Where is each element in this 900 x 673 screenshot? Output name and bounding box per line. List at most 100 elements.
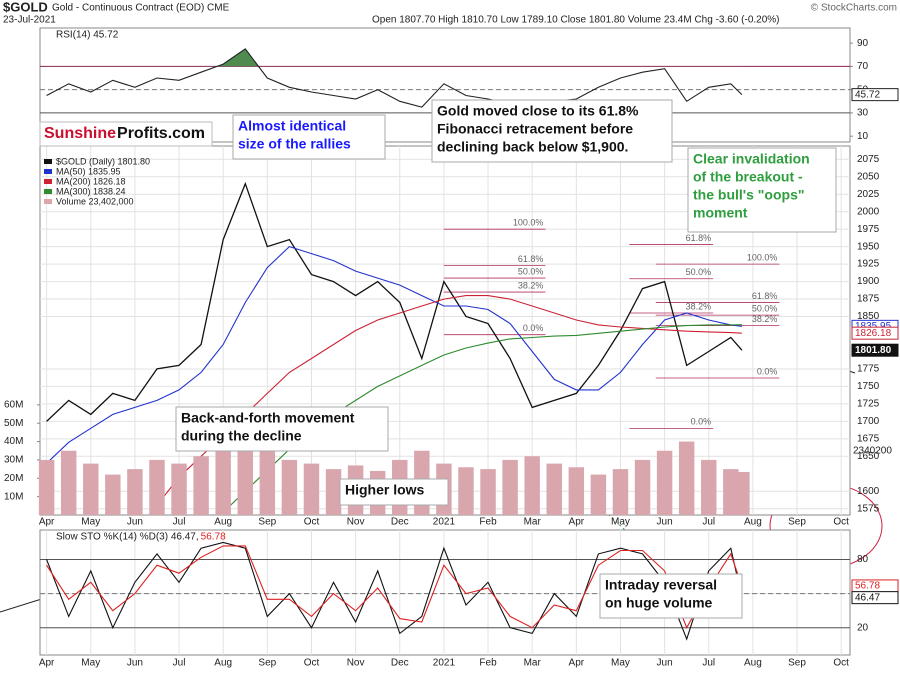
annotation-box — [599, 573, 743, 619]
x-tick-label: Apr — [569, 658, 585, 669]
x-tick-label: Sep — [258, 517, 276, 528]
volume-bar — [734, 472, 750, 515]
y-tick-label: 30 — [857, 108, 869, 119]
x-tick-label: Mar — [524, 658, 542, 669]
volume-bar — [105, 474, 121, 515]
volume-bar — [303, 463, 320, 515]
volume-bar — [480, 469, 496, 515]
annotation-box — [687, 147, 837, 233]
x-tick-label: Feb — [479, 517, 497, 528]
volume-bar — [127, 469, 143, 515]
legend-swatch — [44, 179, 52, 184]
x-tick-label: Aug — [744, 658, 762, 669]
annotation-text: during the decline — [181, 428, 302, 444]
annotation-text: on huge volume — [605, 595, 713, 611]
y-tick-label: 1575 — [857, 503, 880, 514]
y-tick-label: 1975 — [857, 224, 880, 235]
y-tick-label: 10 — [857, 131, 869, 142]
series-line — [46, 245, 742, 464]
x-tick-label: Dec — [391, 517, 409, 528]
x-tick-label: Oct — [304, 658, 320, 669]
x-tick-label: Nov — [347, 517, 365, 528]
y-tick-label: 1950 — [857, 241, 880, 252]
annotation-box — [232, 114, 386, 160]
x-tick-label: May — [81, 517, 100, 528]
fib-label: 50.0% — [686, 267, 712, 277]
series-line — [46, 181, 743, 422]
panel-title: Slow STO %K(14) %D(3) 46.47, — [56, 532, 199, 543]
volume-bar — [83, 463, 99, 515]
x-tick-label: Apr — [569, 517, 585, 528]
value-tag — [851, 591, 899, 605]
annotation-text: Back-and-forth movement — [181, 410, 355, 426]
x-tick-label: May — [611, 658, 630, 669]
x-tick-label: Mar — [524, 517, 542, 528]
value-tag — [851, 88, 899, 102]
volume-bar — [458, 467, 474, 515]
x-tick-label: Oct — [304, 517, 320, 528]
fib-label: 0.0% — [523, 323, 544, 333]
fib-label: 100.0% — [513, 218, 544, 228]
x-tick-label: May — [611, 517, 630, 528]
legend-swatch — [44, 189, 52, 194]
fib-label: 61.8% — [518, 254, 544, 264]
y-tick-label: 2000 — [857, 206, 880, 217]
volume-tag: 2340200 — [853, 446, 892, 457]
y2-tick-label: 30M — [4, 455, 23, 466]
volume-bar — [38, 459, 55, 515]
series-line — [156, 295, 742, 506]
y2-tick-label: 50M — [4, 418, 23, 429]
annotation-text: moment — [693, 205, 748, 221]
x-tick-label: Aug — [214, 517, 232, 528]
volume-bar — [701, 459, 717, 515]
y2-tick-label: 20M — [4, 473, 23, 484]
panel-title-d: 56.78 — [201, 532, 226, 543]
symbol: $GOLD — [3, 0, 48, 14]
fib-label: 50.0% — [752, 304, 778, 314]
watermark-box — [39, 121, 213, 147]
annotation-box — [431, 99, 673, 163]
annotation-box — [339, 478, 449, 506]
watermark-profits: Profits.com — [117, 125, 205, 142]
legend-label: MA(300) 1838.24 — [56, 186, 126, 196]
x-tick-label: Jul — [173, 658, 186, 669]
volume-bar — [193, 456, 209, 515]
y-tick-label: 1925 — [857, 259, 880, 270]
y-tick-label: 90 — [857, 38, 869, 49]
fib-label: 100.0% — [747, 252, 778, 262]
volume-bar — [259, 445, 276, 515]
volume-bar — [590, 474, 607, 515]
volume-bar — [678, 441, 695, 515]
volume-bar — [325, 469, 342, 515]
x-tick-label: Aug — [744, 517, 762, 528]
y-tick-label: 2025 — [857, 189, 880, 200]
fib-label: 61.8% — [686, 233, 712, 243]
date: 23-Jul-2021 — [3, 15, 56, 26]
x-tick-label: Sep — [788, 658, 806, 669]
x-tick-label: Sep — [788, 517, 806, 528]
watermark-sunshine: Sunshine — [44, 125, 116, 142]
y-tick-label: 1725 — [857, 399, 880, 410]
volume-bar — [568, 467, 585, 515]
annotation-text: Gold moved close to its 61.8% — [437, 103, 639, 119]
legend-label: Volume 23,402,000 — [56, 196, 134, 206]
y-tick-label: 2075 — [857, 154, 880, 165]
legend-swatch — [44, 199, 52, 204]
description: Gold - Continuous Contract (EOD) CME — [52, 3, 230, 14]
x-tick-label: May — [81, 658, 100, 669]
volume-bar — [149, 459, 165, 515]
y2-tick-label: 10M — [4, 491, 23, 502]
volume-bar — [281, 459, 298, 515]
fib-label: 38.2% — [686, 301, 712, 311]
annotation-text: Clear invalidation — [693, 151, 810, 167]
volume-bar — [524, 456, 540, 515]
series-line — [46, 541, 743, 641]
y-tick-label: 1900 — [857, 276, 880, 287]
value-tag-label: 1835.95 — [855, 321, 892, 332]
x-tick-label: 2021 — [433, 658, 456, 669]
volume-bar — [60, 450, 77, 515]
x-tick-label: Dec — [391, 658, 409, 669]
x-tick-label: Jul — [702, 658, 715, 669]
y-tick-label: 70 — [857, 61, 869, 72]
annotation-text: Fibonacci retracement before — [437, 121, 633, 137]
